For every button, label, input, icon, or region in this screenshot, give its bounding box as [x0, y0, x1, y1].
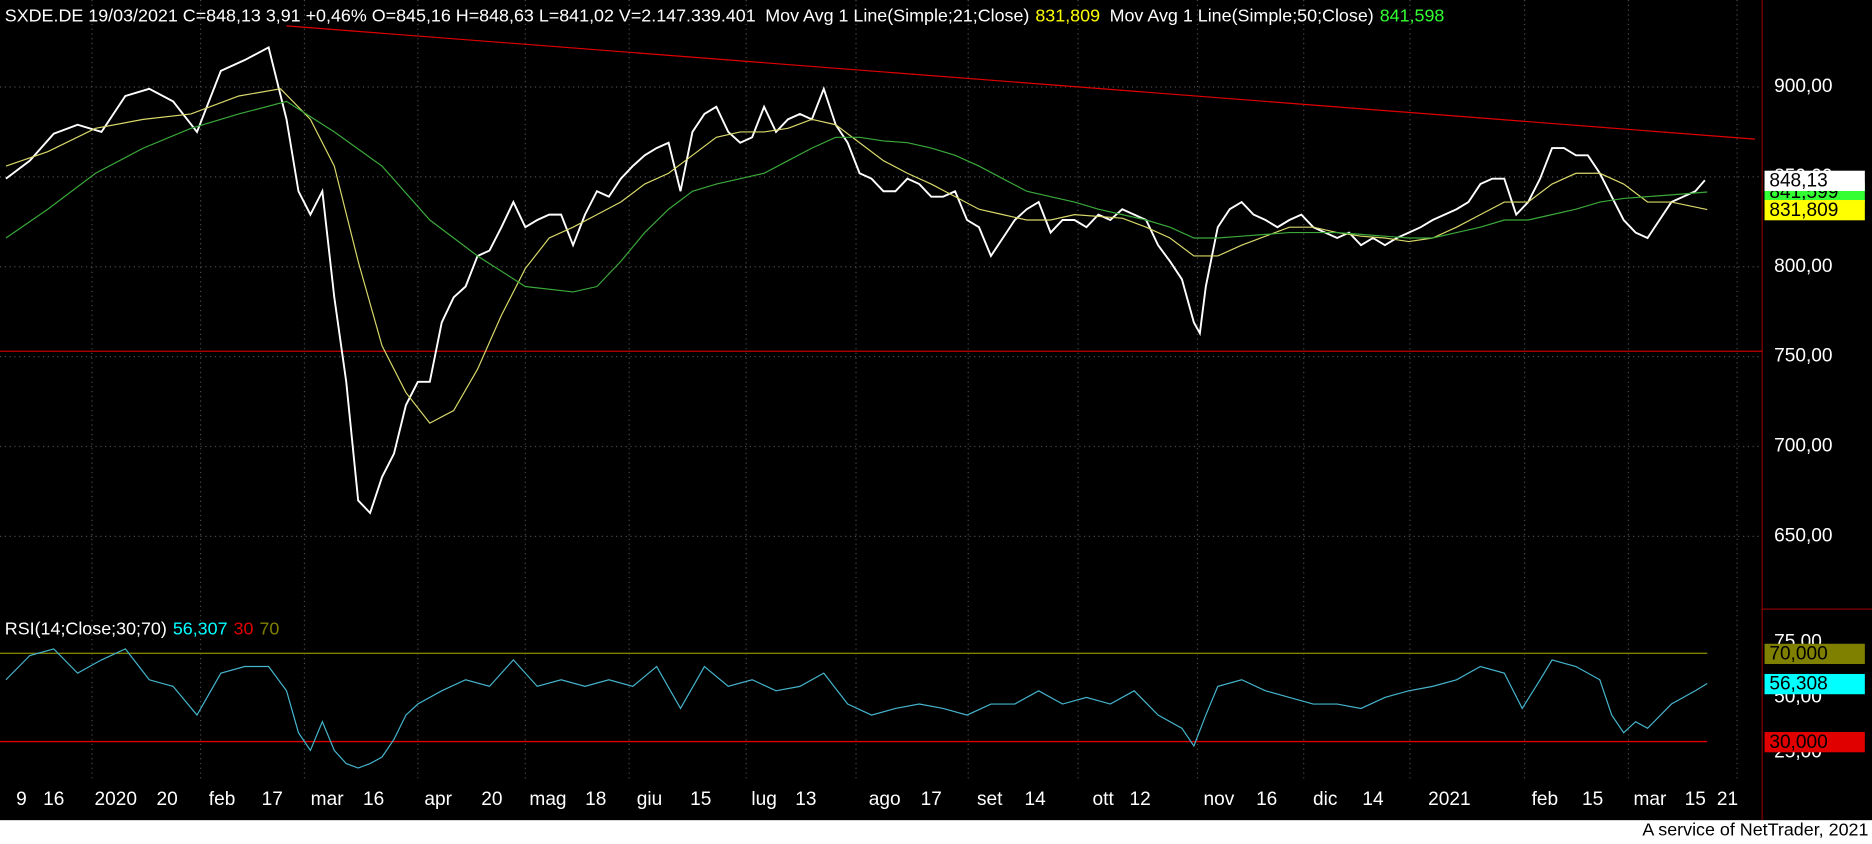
x-tick-label: mag: [529, 789, 566, 810]
price-badge-label: 56,308: [1769, 674, 1827, 695]
price-badge: [1764, 200, 1865, 221]
x-tick-label: lug: [751, 789, 776, 810]
trend-line: [286, 25, 1756, 140]
price-badge-label: 30,000: [1769, 732, 1827, 753]
y-tick-label: 750,00: [1774, 346, 1832, 367]
legend-name: RSI(14;Close;30;70): [5, 618, 167, 638]
y-tick-label: 900,00: [1774, 76, 1832, 97]
panel-header: SXDE.DE 19/03/2021 C=848,13 3,91 +0,46% …: [5, 5, 1445, 25]
header-title: SXDE.DE 19/03/2021 C=848,13 3,91 +0,46% …: [5, 5, 756, 25]
footer: A service of NetTrader, 2021: [1642, 820, 1868, 840]
panel-header: RSI(14;Close;30;70) 56,307 30 70: [5, 618, 280, 638]
x-tick-label: 2020: [95, 789, 137, 810]
legend-name: Mov Avg 1 Line(Simple;50;Close): [1110, 5, 1374, 25]
x-tick-label: feb: [209, 789, 236, 810]
x-tick-label: 21: [1717, 789, 1738, 810]
x-tick-label: dic: [1313, 789, 1338, 810]
x-tick-label: 13: [795, 789, 816, 810]
x-tick-label: apr: [424, 789, 452, 810]
y-tick-label: 700,00: [1774, 436, 1832, 457]
x-tick-label: 16: [1256, 789, 1277, 810]
x-tick-label: 20: [481, 789, 502, 810]
x-tick-label: ott: [1093, 789, 1115, 810]
legend-name: Mov Avg 1 Line(Simple;21;Close): [765, 5, 1029, 25]
x-tick-label: 2021: [1428, 789, 1470, 810]
x-tick-label: 12: [1130, 789, 1151, 810]
x-tick-label: 17: [921, 789, 942, 810]
x-tick-label: feb: [1532, 789, 1559, 810]
x-tick-label: 16: [43, 789, 64, 810]
x-tick-label: 15: [690, 789, 711, 810]
legend-value: 831,809: [1035, 5, 1100, 25]
x-tick-label: mar: [311, 789, 345, 810]
background: [0, 0, 1872, 820]
x-tick-label: 16: [363, 789, 384, 810]
series-line: [5, 100, 1708, 293]
series-line: [5, 648, 1708, 769]
y-tick-label: 800,00: [1774, 256, 1832, 277]
series-line: [5, 46, 1706, 515]
y-tick-label: 650,00: [1774, 525, 1832, 546]
x-tick-label: 20: [157, 789, 178, 810]
price-badge: [1764, 643, 1865, 665]
price-badge-label: 831,809: [1769, 200, 1838, 221]
x-tick-label: ago: [869, 789, 901, 810]
x-tick-label: 18: [585, 789, 606, 810]
footer-strip: [0, 820, 1872, 844]
x-tick-label: 17: [262, 789, 283, 810]
x-tick-label: mar: [1633, 789, 1667, 810]
x-tick-label: 14: [1024, 789, 1046, 810]
legend-value: 56,307: [173, 618, 228, 638]
series-line: [5, 88, 1708, 424]
x-tick-label: nov: [1204, 789, 1235, 810]
legend-value: 841,598: [1380, 5, 1445, 25]
x-tick-label: 15: [1582, 789, 1603, 810]
x-tick-label: 15: [1685, 789, 1706, 810]
x-tick-label: giu: [637, 789, 662, 810]
price-badge: [1764, 170, 1865, 191]
x-tick-label: 14: [1362, 789, 1384, 810]
legend-level: 30: [234, 618, 254, 638]
x-tick-label: 9: [16, 789, 27, 810]
x-tick-label: set: [977, 789, 1003, 810]
price-badge-label: 848,13: [1769, 170, 1827, 191]
legend-level: 70: [259, 618, 279, 638]
price-badge-label: 70,000: [1769, 644, 1827, 665]
price-badge: [1764, 732, 1865, 753]
price-badge: [1764, 673, 1865, 695]
